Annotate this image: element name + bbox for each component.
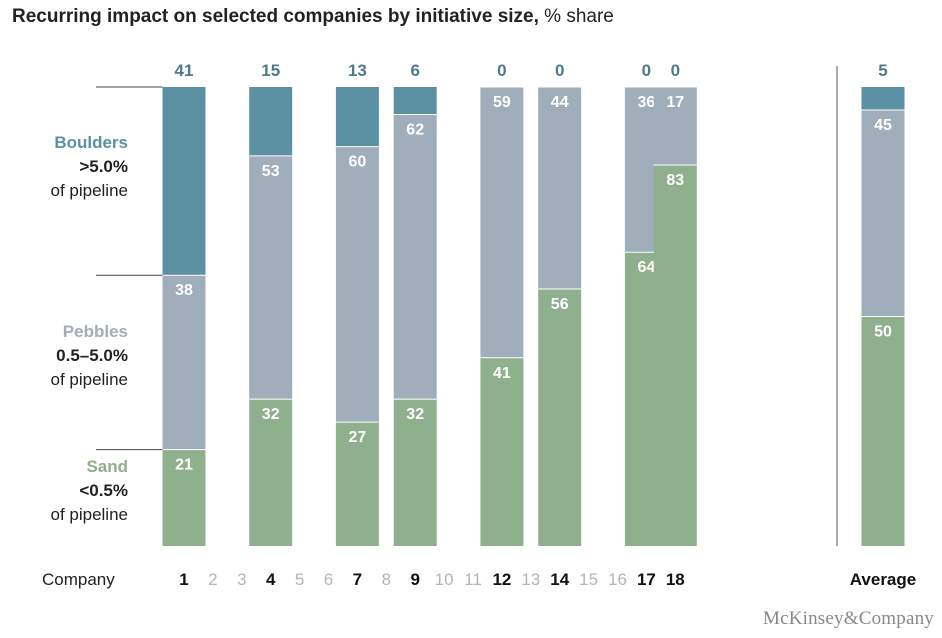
data-label-pebbles: 45 <box>874 117 892 134</box>
x-tick-label: 9 <box>410 570 419 589</box>
chart-title-unit: % share <box>538 6 614 27</box>
bar-segment-boulders <box>162 87 206 276</box>
bar-segment-pebbles <box>249 155 293 400</box>
x-tick-label: 5 <box>295 570 304 589</box>
bar-segment-pebbles <box>538 87 582 289</box>
data-label-boulders: 0 <box>497 61 506 80</box>
bar-segment-sand <box>480 357 524 546</box>
data-label-sand: 21 <box>175 457 193 474</box>
data-label-boulders: 6 <box>410 61 419 80</box>
bar-segment-sand <box>861 316 905 546</box>
bar-segment-pebbles <box>480 87 524 358</box>
data-label-pebbles: 62 <box>406 122 424 139</box>
data-label-pebbles: 38 <box>175 282 193 299</box>
data-label-sand: 64 <box>638 259 656 276</box>
bar-segment-pebbles <box>861 109 905 317</box>
x-tick-label: 2 <box>208 570 217 589</box>
x-tick-label: 11 <box>464 570 482 589</box>
legend-name-boulders: Boulders <box>54 133 128 152</box>
bar-segment-pebbles <box>393 114 437 400</box>
data-label-boulders: 0 <box>642 61 651 80</box>
bar-segment-pebbles <box>653 87 697 166</box>
legend-desc: of pipeline <box>50 370 128 389</box>
bar-segment-sand <box>538 288 582 546</box>
data-label-sand: 27 <box>349 429 367 446</box>
bar-segment-sand <box>249 399 293 546</box>
x-tick-label: 3 <box>237 570 246 589</box>
data-label-pebbles: 59 <box>493 94 511 111</box>
chart-title-main: Recurring impact on selected companies b… <box>12 6 539 27</box>
legend-range: 0.5–5.0% <box>56 346 128 365</box>
x-tick-label: 4 <box>266 570 276 589</box>
x-tick-label: 18 <box>666 570 685 589</box>
data-label-boulders: 0 <box>671 61 680 80</box>
data-label-sand: 50 <box>874 324 892 341</box>
chart-title: Recurring impact on selected companies b… <box>12 6 614 28</box>
bar-segment-sand <box>162 449 206 546</box>
bar-segment-boulders <box>393 87 437 115</box>
data-label-pebbles: 36 <box>638 94 656 111</box>
brand-logo: McKinsey&Company <box>762 608 934 629</box>
x-tick-label: 6 <box>324 570 333 589</box>
x-axis-label: Company <box>42 570 115 589</box>
data-label-boulders: 0 <box>555 61 564 80</box>
x-tick-label: 17 <box>637 570 656 589</box>
x-tick-label: 15 <box>579 570 598 589</box>
bar-segment-boulders <box>335 87 379 147</box>
bar-segment-sand <box>393 399 437 546</box>
data-label-pebbles: 44 <box>551 94 569 111</box>
x-tick-label: 8 <box>382 570 391 589</box>
legend-desc: of pipeline <box>50 181 128 200</box>
x-tick-label: 7 <box>353 570 362 589</box>
data-label-pebbles: 53 <box>262 163 280 180</box>
bar-segment-sand <box>335 422 379 546</box>
x-tick-label: 10 <box>435 570 454 589</box>
data-label-sand: 32 <box>262 406 280 423</box>
legend-name-sand: Sand <box>86 457 128 476</box>
data-label-boulders: 15 <box>261 61 280 80</box>
x-tick-label: 13 <box>521 570 540 589</box>
bar-segment-sand <box>653 165 697 546</box>
data-label-pebbles: 60 <box>349 154 367 171</box>
data-label-boulders: 5 <box>878 61 887 80</box>
bar-segment-boulders <box>249 87 293 156</box>
x-tick-label-average: Average <box>850 570 916 589</box>
data-label-sand: 56 <box>551 296 569 313</box>
legend-desc: of pipeline <box>50 505 128 524</box>
bar-segment-boulders <box>861 87 905 110</box>
data-label-sand: 83 <box>666 172 684 189</box>
data-label-boulders: 41 <box>175 61 194 80</box>
x-tick-label: 14 <box>550 570 569 589</box>
data-label-boulders: 13 <box>348 61 367 80</box>
legend-range: <0.5% <box>79 481 128 500</box>
bar-segment-pebbles <box>335 146 379 423</box>
bar-segment-pebbles <box>162 275 206 450</box>
data-label-sand: 32 <box>406 406 424 423</box>
data-label-pebbles: 17 <box>666 94 684 111</box>
x-tick-label: 1 <box>179 570 188 589</box>
x-tick-label: 16 <box>608 570 627 589</box>
legend-name-pebbles: Pebbles <box>63 322 128 341</box>
x-tick-label: 12 <box>492 570 511 589</box>
legend-range: >5.0% <box>79 157 128 176</box>
data-label-sand: 41 <box>493 365 511 382</box>
